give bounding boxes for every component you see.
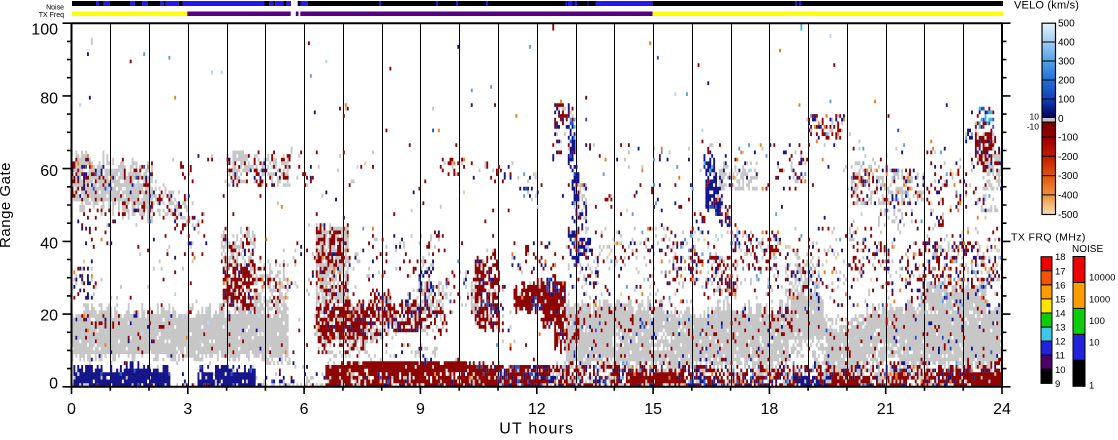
svg-text:100: 100 xyxy=(31,22,58,39)
svg-text:18: 18 xyxy=(761,401,779,418)
svg-text:10: 10 xyxy=(1055,365,1066,376)
svg-text:0: 0 xyxy=(49,376,58,393)
svg-text:80: 80 xyxy=(40,91,58,108)
svg-text:15: 15 xyxy=(1055,294,1066,305)
svg-text:TX Freq: TX Freq xyxy=(39,12,64,19)
svg-text:9: 9 xyxy=(416,401,425,418)
svg-text:17: 17 xyxy=(1055,266,1066,277)
svg-text:0: 0 xyxy=(67,401,76,418)
svg-text:14: 14 xyxy=(1055,309,1066,320)
svg-text:18: 18 xyxy=(1055,252,1066,263)
svg-text:0: 0 xyxy=(1058,114,1064,125)
svg-text:15: 15 xyxy=(644,401,662,418)
svg-text:12: 12 xyxy=(1055,337,1066,348)
svg-text:-400: -400 xyxy=(1058,190,1078,201)
svg-text:3: 3 xyxy=(183,401,192,418)
svg-text:300: 300 xyxy=(1058,57,1075,68)
svg-text:VELO (km/s): VELO (km/s) xyxy=(1014,0,1079,12)
svg-text:1: 1 xyxy=(1089,381,1094,392)
svg-text:10000: 10000 xyxy=(1089,273,1115,284)
svg-text:Noise: Noise xyxy=(46,5,64,12)
svg-text:21: 21 xyxy=(877,401,895,418)
svg-text:500: 500 xyxy=(1058,19,1075,30)
svg-text:11: 11 xyxy=(1055,351,1065,362)
svg-text:16: 16 xyxy=(1055,280,1066,291)
svg-text:100: 100 xyxy=(1089,316,1105,327)
svg-text:UT hours: UT hours xyxy=(499,421,574,436)
svg-text:40: 40 xyxy=(40,236,58,253)
svg-text:9: 9 xyxy=(1055,379,1060,390)
svg-text:-500: -500 xyxy=(1058,210,1078,221)
svg-text:12: 12 xyxy=(528,401,546,418)
svg-text:24: 24 xyxy=(993,401,1011,418)
svg-text:13: 13 xyxy=(1055,323,1066,334)
svg-text:-300: -300 xyxy=(1058,171,1078,182)
svg-text:20: 20 xyxy=(40,308,58,325)
svg-text:6: 6 xyxy=(300,401,309,418)
svg-text:1000: 1000 xyxy=(1089,295,1110,306)
svg-text:10: 10 xyxy=(1030,112,1040,122)
svg-text:200: 200 xyxy=(1058,76,1075,87)
svg-text:TX FRQ (MHz): TX FRQ (MHz) xyxy=(1011,232,1086,244)
svg-text:100: 100 xyxy=(1058,95,1075,106)
svg-text:10: 10 xyxy=(1089,338,1100,349)
svg-text:-200: -200 xyxy=(1058,152,1078,163)
svg-text:-100: -100 xyxy=(1058,133,1078,144)
svg-text:400: 400 xyxy=(1058,38,1075,49)
svg-text:60: 60 xyxy=(40,163,58,180)
svg-text:-10: -10 xyxy=(1027,122,1040,132)
svg-text:Range Gate: Range Gate xyxy=(0,162,14,248)
svg-text:NOISE: NOISE xyxy=(1072,244,1103,255)
